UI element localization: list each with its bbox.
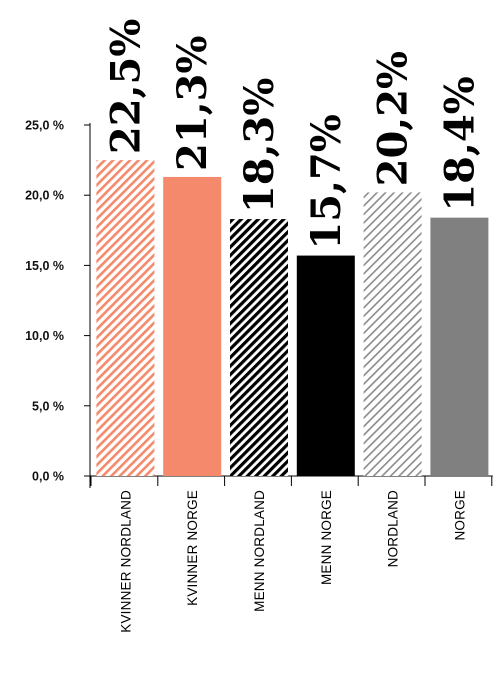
data-label: 18,4% <box>436 76 483 211</box>
x-axis <box>90 475 493 486</box>
y-tick-label: 5,0 % <box>32 399 64 413</box>
y-axis: 0,0 % 5,0 % 10,0 % 15,0 % 20,0 % 25,0 % <box>25 119 91 488</box>
data-label: 15,7% <box>303 114 350 249</box>
category-label: NORDLAND <box>386 490 401 567</box>
category-labels: KVINNER NORDLAND KVINNER NORGE MENN NORDLA… <box>118 490 467 633</box>
data-label: 22,5% <box>102 19 149 154</box>
data-label: 20,2% <box>370 51 417 186</box>
bar <box>230 219 288 476</box>
y-tick-label: 10,0 % <box>25 329 64 343</box>
data-labels: 22,5% 21,3% 18,3% 15,7% 20,2% 18,4% <box>102 19 483 250</box>
y-tick-label: 20,0 % <box>25 189 64 203</box>
category-label: NORGE <box>452 490 467 541</box>
category-label: KVINNER NORGE <box>185 490 200 606</box>
category-label: MENN NORDLAND <box>252 490 267 612</box>
bar <box>96 160 155 476</box>
data-label: 21,3% <box>169 36 216 171</box>
category-label: MENN NORGE <box>319 490 334 585</box>
y-tick-label: 0,0 % <box>32 470 64 484</box>
bar <box>163 176 222 476</box>
category-label: KVINNER NORDLAND <box>118 490 133 633</box>
y-tick-label: 25,0 % <box>25 119 64 133</box>
bar <box>296 255 355 476</box>
y-tick-label: 15,0 % <box>25 259 64 273</box>
data-label: 18,3% <box>236 78 283 213</box>
bar <box>363 192 422 476</box>
bars <box>96 160 489 476</box>
bar <box>430 217 489 476</box>
